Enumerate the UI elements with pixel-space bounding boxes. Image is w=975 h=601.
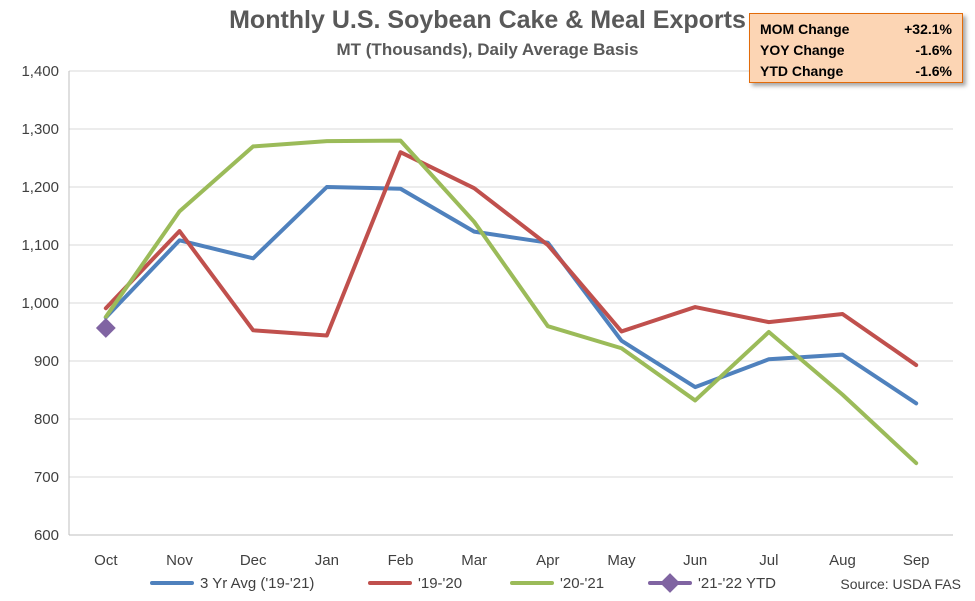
x-tick-label: Aug xyxy=(829,552,856,569)
x-tick-label: Apr xyxy=(536,552,559,569)
x-tick-label: May xyxy=(607,552,636,569)
x-tick-label: Sep xyxy=(903,552,930,569)
data-point-diamond xyxy=(95,318,116,338)
x-tick-label: Mar xyxy=(461,552,487,569)
y-tick-label: 800 xyxy=(34,411,59,428)
chart-subtitle: MT (Thousands), Daily Average Basis xyxy=(336,40,639,59)
y-tick-label: 1,400 xyxy=(21,63,59,80)
stats-row-mom: MOM Change +32.1% xyxy=(760,19,952,40)
x-tick-label: Nov xyxy=(166,552,193,569)
stats-box: MOM Change +32.1% YOY Change -1.6% YTD C… xyxy=(749,13,963,83)
legend-item-21-22-ytd: '21-'22 YTD xyxy=(648,572,776,594)
legend-item-3yr-avg: 3 Yr Avg ('19-'21) xyxy=(150,572,314,594)
x-axis-ticks: Oct Nov Dec Jan Feb Mar Apr May Jun Jul Aug Sep xyxy=(94,552,929,569)
series-lines xyxy=(95,138,919,466)
y-tick-label: 1,100 xyxy=(21,237,59,254)
series-line-1 xyxy=(103,150,919,368)
y-tick-label: 900 xyxy=(34,353,59,370)
chart-title: Monthly U.S. Soybean Cake & Meal Exports xyxy=(229,6,746,34)
y-tick-label: 1,300 xyxy=(21,121,59,138)
legend-swatch xyxy=(510,581,554,585)
x-tick-label: Oct xyxy=(94,552,118,569)
y-tick-label: 1,200 xyxy=(21,179,59,196)
y-tick-label: 700 xyxy=(34,469,59,486)
y-axis-ticks: 600 700 800 900 1,000 1,100 1,200 1,300 1,400 xyxy=(21,63,59,544)
legend-label: '19-'20 xyxy=(418,574,463,592)
legend-label: '21-'22 YTD xyxy=(698,574,776,592)
source-note: Source: USDA FAS xyxy=(840,576,961,592)
stats-value: +32.1% xyxy=(904,21,952,37)
y-tick-label: 600 xyxy=(34,527,59,544)
y-tick-label: 1,000 xyxy=(21,295,59,312)
stats-value: -1.6% xyxy=(915,42,952,58)
legend: 3 Yr Avg ('19-'21) '19-'20 '20-'21 '21-'… xyxy=(0,572,975,594)
x-tick-label: Jun xyxy=(683,552,707,569)
x-tick-label: Feb xyxy=(388,552,414,569)
legend-label: 3 Yr Avg ('19-'21) xyxy=(200,574,315,592)
series-line-2 xyxy=(103,138,919,466)
x-tick-label: Dec xyxy=(240,552,267,569)
stats-value: -1.6% xyxy=(915,63,952,79)
series-line-0 xyxy=(103,185,919,406)
x-tick-label: Jan xyxy=(315,552,339,569)
legend-swatch xyxy=(368,581,412,585)
legend-label: '20-'21 xyxy=(560,574,605,592)
stats-row-yoy: YOY Change -1.6% xyxy=(760,40,952,61)
gridlines xyxy=(68,70,953,536)
stats-label: YOY Change xyxy=(760,42,845,58)
stats-label: YTD Change xyxy=(760,63,844,79)
legend-item-20-21: '20-'21 xyxy=(510,572,604,594)
x-tick-label: Jul xyxy=(759,552,778,569)
legend-swatch xyxy=(648,573,692,593)
legend-item-19-20: '19-'20 xyxy=(368,572,462,594)
stats-row-ytd: YTD Change -1.6% xyxy=(760,61,952,82)
legend-swatch xyxy=(150,581,194,585)
stats-label: MOM Change xyxy=(760,21,850,37)
